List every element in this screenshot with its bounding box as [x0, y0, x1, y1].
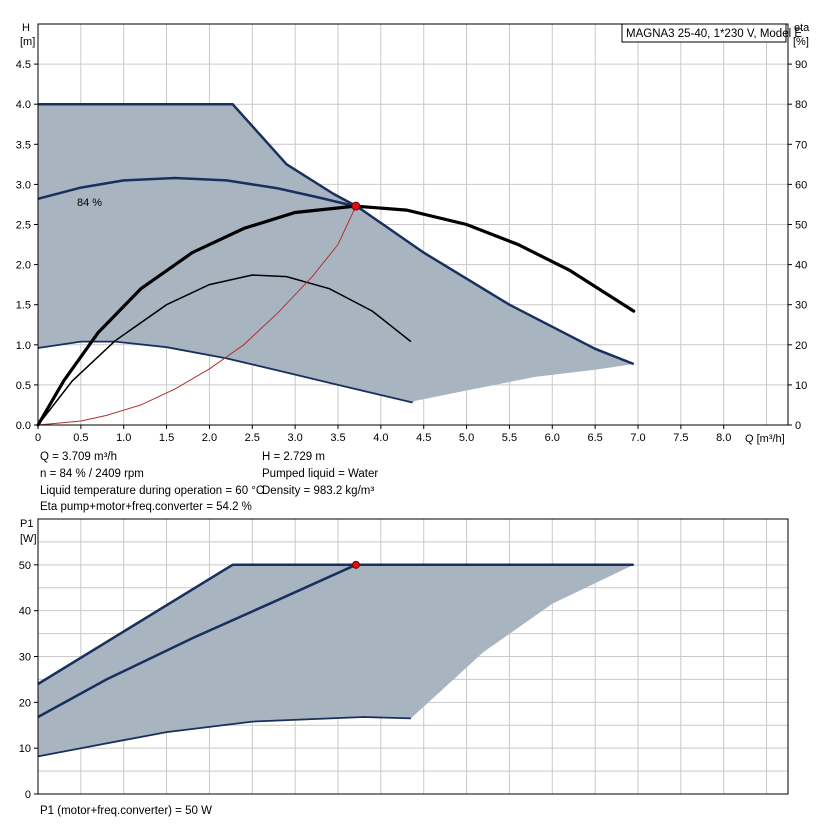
- head-x-tick-label: 4.0: [373, 432, 388, 444]
- head-chart: 0 0.5 1.0 1.5 2.0 2.5 3.0 3.5 4.0 4.5 5.0 5.5 6.0 6.5…: [16, 22, 810, 445]
- head-y-label-symbol: H: [22, 22, 30, 34]
- head-x-tick-label: 4.5: [416, 432, 431, 444]
- head-operating-point: [351, 201, 361, 211]
- info-density: Density = 983.2 kg/m³: [262, 485, 374, 497]
- head-y2-tick-label: 20: [795, 340, 807, 352]
- head-x-tick-label: 2.0: [202, 432, 217, 444]
- head-y2-label-symbol: eta: [794, 22, 810, 34]
- head-84-percent-curve: [37, 176, 358, 209]
- power-y-tick-label: 50: [19, 560, 31, 572]
- head-y-label-unit: [m]: [20, 36, 35, 48]
- head-x-tick-label: 5.5: [502, 432, 517, 444]
- model-label: MAGNA3 25-40, 1*230 V, Model E: [626, 28, 802, 40]
- head-x-tick-label: 6.0: [545, 432, 560, 444]
- head-y2-tick-label: 70: [795, 139, 807, 151]
- head-y-tick-label: 0.0: [16, 420, 31, 432]
- power-operating-curve: [37, 563, 357, 719]
- head-x-tick-label: 3.5: [330, 432, 345, 444]
- info-speed: n = 84 % / 2409 rpm: [40, 468, 144, 480]
- eta-curve: [37, 274, 412, 426]
- head-y2-tick-label: 80: [795, 99, 807, 111]
- power-operating-point: [351, 560, 360, 569]
- head-x-tick-label: 0: [35, 432, 41, 444]
- head-x-tick-label: 7.5: [673, 432, 688, 444]
- head-y-tick-label: 2.5: [16, 220, 31, 232]
- head-y-ticks: 0.0 0.5 1.0 1.5 2.0 2.5 3.0 3.5 4.0 4.5: [16, 59, 38, 432]
- head-x-tick-label: 6.5: [587, 432, 602, 444]
- info-liquid: Pumped liquid = Water: [262, 468, 378, 480]
- head-x-tick-label: 1.0: [116, 432, 131, 444]
- head-y2-label-unit: [%]: [793, 36, 809, 48]
- head-y2-tick-label: 60: [795, 179, 807, 191]
- power-series: [37, 560, 634, 758]
- power-min-curve: [37, 716, 411, 758]
- head-y2-tick-label: 10: [795, 380, 807, 392]
- info-efficiency: Eta pump+motor+freq.converter = 54.2 %: [40, 501, 252, 513]
- head-y2-ticks: 0 10 20 30 40 50 60 70 80 90: [788, 59, 807, 432]
- head-x-ticks: 0 0.5 1.0 1.5 2.0 2.5 3.0 3.5 4.0 4.5 5.0 5.5 6.0 6.5…: [35, 425, 731, 444]
- head-min-curve: [37, 340, 413, 404]
- power-envelope-area: [38, 564, 634, 757]
- head-y2-tick-label: 0: [795, 420, 801, 432]
- head-y2-tick-label: 90: [795, 59, 807, 71]
- power-y-tick-label: 10: [19, 743, 31, 755]
- head-x-tick-label: 0.5: [73, 432, 88, 444]
- head-x-tick-label: 2.5: [245, 432, 260, 444]
- power-footer: P1 (motor+freq.converter) = 50 W: [40, 805, 212, 817]
- head-y2-tick-label: 30: [795, 300, 807, 312]
- head-y-tick-label: 4.0: [16, 99, 31, 111]
- pump-curve: [36, 204, 636, 427]
- head-y2-tick-label: 40: [795, 260, 807, 272]
- head-y-tick-label: 3.5: [16, 139, 31, 151]
- head-y-tick-label: 3.0: [16, 179, 31, 191]
- head-series: [36, 102, 636, 427]
- head-x-tick-label: 1.5: [159, 432, 174, 444]
- head-x-tick-label: 7.0: [630, 432, 645, 444]
- system-curve: [37, 205, 357, 426]
- head-x-tick-label: 3.0: [287, 432, 302, 444]
- info-head: H = 2.729 m: [262, 451, 325, 463]
- power-y-label-symbol: P1: [20, 518, 33, 530]
- power-y-ticks: 0 10 20 30 40 50: [19, 560, 38, 801]
- head-y-tick-label: 2.0: [16, 260, 31, 272]
- power-y-tick-label: 30: [19, 652, 31, 664]
- power-max-curve: [37, 563, 634, 686]
- power-chart: 0 10 20 30 40 50 P1 [W] P1 (motor+freq.conver…: [19, 518, 789, 817]
- operating-info: Q = 3.709 m³/h n = 84 % / 2409 rpm Liqui…: [40, 451, 378, 513]
- head-y-tick-label: 4.5: [16, 59, 31, 71]
- head-y2-tick-label: 50: [795, 220, 807, 232]
- info-temperature: Liquid temperature during operation = 60…: [40, 485, 264, 497]
- head-y-tick-label: 1.5: [16, 300, 31, 312]
- power-y-tick-label: 40: [19, 606, 31, 618]
- head-y-tick-label: 0.5: [16, 380, 31, 392]
- power-y-tick-label: 0: [25, 789, 31, 801]
- efficiency-label: 84 %: [77, 197, 102, 209]
- head-x-tick-label: 5.0: [459, 432, 474, 444]
- power-y-tick-label: 20: [19, 697, 31, 709]
- head-x-tick-label: 8.0: [716, 432, 731, 444]
- head-x-label: Q [m³/h]: [745, 433, 785, 445]
- head-y-tick-label: 1.0: [16, 340, 31, 352]
- model-label-box: MAGNA3 25-40, 1*230 V, Model E: [621, 23, 802, 43]
- info-flow: Q = 3.709 m³/h: [40, 451, 117, 463]
- power-y-label-unit: [W]: [20, 533, 37, 545]
